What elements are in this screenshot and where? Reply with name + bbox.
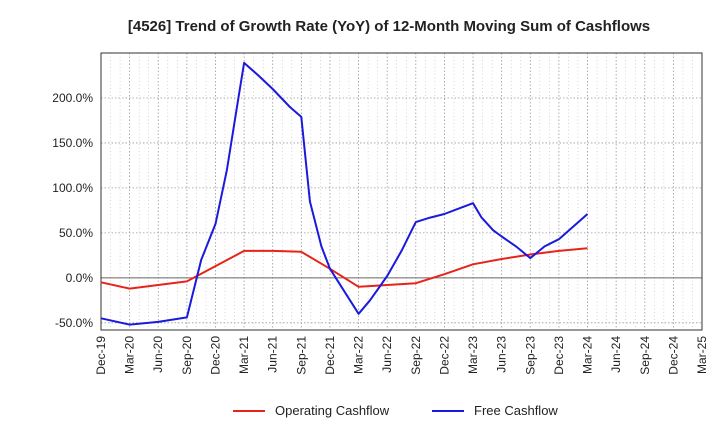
series-line-operating-cashflow — [100, 247, 588, 290]
series-line-free-cashflow — [100, 61, 589, 326]
y-tick-label: -50.0% — [55, 316, 93, 330]
series-lines — [100, 61, 589, 326]
x-tick-label: Sep-22 — [409, 336, 423, 375]
x-tick-label: Sep-21 — [294, 336, 308, 375]
plot-border — [100, 52, 703, 331]
x-tick-label: Jun-20 — [151, 336, 165, 373]
legend-label: Operating Cashflow — [275, 403, 390, 418]
x-tick-label: Dec-21 — [323, 336, 337, 375]
x-tick-label: Mar-21 — [237, 336, 251, 374]
x-tick-label: Sep-20 — [180, 336, 194, 375]
y-tick-label: 50.0% — [59, 226, 93, 240]
x-tick-label: Dec-19 — [94, 336, 108, 375]
chart-title: [4526] Trend of Growth Rate (YoY) of 12-… — [128, 18, 650, 35]
y-tick-label: 200.0% — [52, 91, 93, 105]
legend: Operating Cashflow Free Cashflow — [233, 403, 558, 418]
x-tick-label: Jun-21 — [266, 336, 280, 373]
plot-area — [101, 53, 702, 330]
y-tick-label: 100.0% — [52, 181, 93, 195]
x-tick-label: Mar-23 — [466, 336, 480, 374]
x-tick-label: Mar-25 — [695, 336, 709, 374]
grid — [101, 53, 702, 330]
x-tick-label: Jun-23 — [495, 336, 509, 373]
y-tick-label: 0.0% — [66, 271, 94, 285]
y-tick-label: 150.0% — [52, 136, 93, 150]
x-tick-label: Mar-22 — [352, 336, 366, 374]
x-tick-label: Dec-20 — [208, 336, 222, 375]
x-tick-label: Jun-22 — [380, 336, 394, 373]
x-tick-label: Jun-24 — [609, 336, 623, 373]
x-tick-label: Dec-24 — [666, 336, 680, 375]
legend-label: Free Cashflow — [474, 403, 558, 418]
x-tick-label: Sep-23 — [523, 336, 537, 375]
x-tick-label: Mar-20 — [123, 336, 137, 374]
x-tick-label: Dec-22 — [437, 336, 451, 375]
x-tick-label: Sep-24 — [638, 336, 652, 375]
axes: Dec-19 Mar-20 Jun-20 Sep-20 Dec-20 Mar-21 Jun-… — [52, 52, 709, 375]
x-tick-label: Mar-24 — [581, 336, 595, 374]
x-tick-label: Dec-23 — [552, 336, 566, 375]
